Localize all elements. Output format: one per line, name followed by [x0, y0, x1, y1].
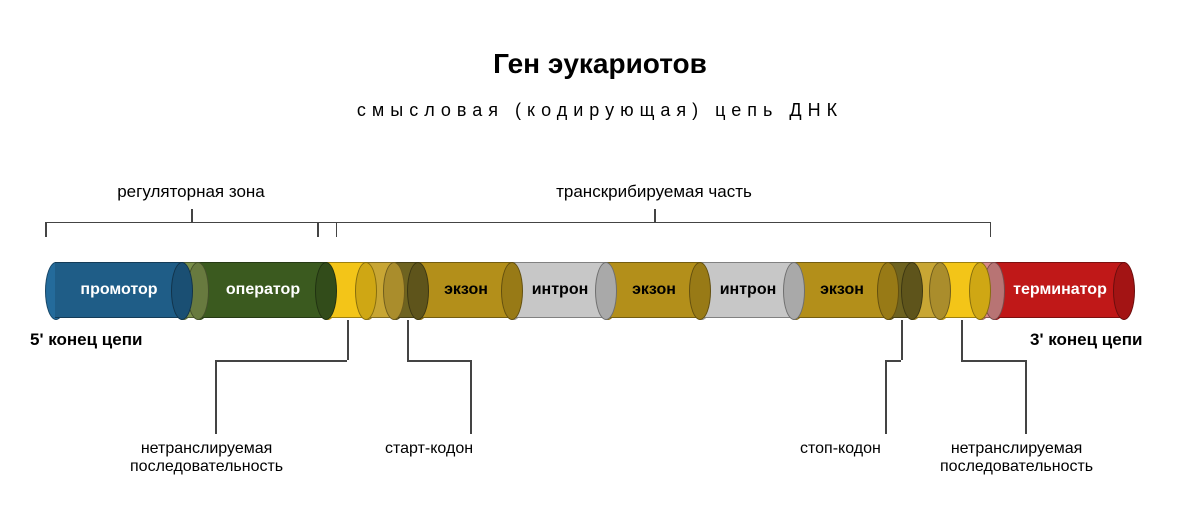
segment-exon1: экзон [419, 262, 513, 318]
segment-label-exon1: экзон [444, 281, 488, 299]
segment-operator: оператор [199, 262, 327, 318]
segment-exon2: экзон [607, 262, 701, 318]
callout-text-utr5: нетранслируемая последовательность [130, 440, 283, 476]
callout-text-utr3: нетранслируемая последовательность [940, 440, 1093, 476]
diagram-subtitle: смысловая (кодирующая) цепь ДНК [0, 100, 1200, 121]
bracket-transcribed [317, 222, 991, 223]
callout-line-stopcodon [901, 320, 903, 360]
three-prime-label: 3' конец цепи [1030, 330, 1142, 350]
callout-line-utr3 [961, 320, 963, 360]
callout-line-utr5 [347, 320, 349, 360]
callout-text-startcodon: старт-кодон [385, 440, 473, 458]
bracket-regulatory [45, 222, 337, 223]
segment-intron1: интрон [513, 262, 607, 318]
segment-exon3: экзон [795, 262, 889, 318]
diagram-title: Ген эукариотов [0, 48, 1200, 80]
segment-label-intron2: интрон [720, 281, 777, 299]
bracket-label-regulatory: регуляторная зона [45, 182, 337, 202]
bracket-label-transcribed: транскрибируемая часть [317, 182, 991, 202]
segment-label-terminator: терминатор [1013, 281, 1107, 299]
segment-intron2: интрон [701, 262, 795, 318]
segment-label-exon3: экзон [820, 281, 864, 299]
segment-terminator: терминатор [995, 262, 1125, 318]
segment-label-exon2: экзон [632, 281, 676, 299]
five-prime-label: 5' конец цепи [30, 330, 142, 350]
segment-label-intron1: интрон [532, 281, 589, 299]
segment-promoter: промотор [55, 262, 183, 318]
gene-diagram: Ген эукариотов смысловая (кодирующая) це… [0, 0, 1200, 531]
callout-line-startcodon [407, 320, 409, 360]
callout-text-stopcodon: стоп-кодон [800, 440, 881, 458]
segment-label-operator: оператор [226, 281, 300, 299]
segment-label-promoter: промотор [80, 281, 157, 299]
gene-cylinder-row: промотор оператор экзон интрон экзон интрон эк… [55, 262, 1125, 318]
